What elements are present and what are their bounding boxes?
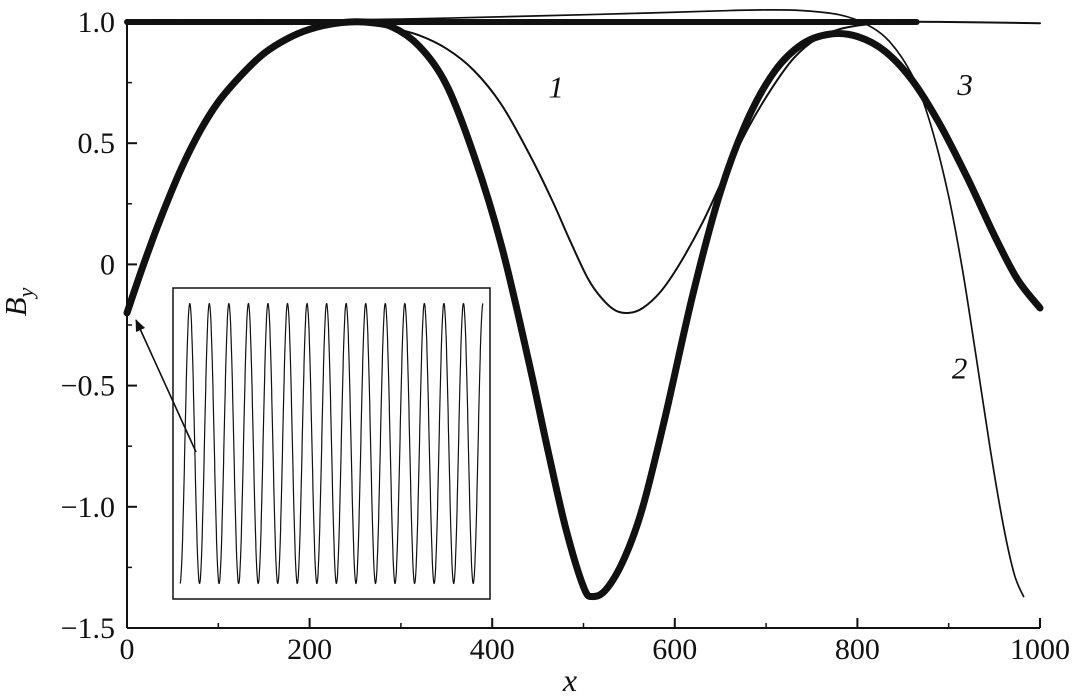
y-axis-label: By <box>0 270 38 334</box>
x-tick-label: 200 <box>287 633 332 666</box>
y-tick-label: −1.5 <box>61 612 115 645</box>
y-axis-label-base: B <box>0 297 33 317</box>
inset-pointer-arrow <box>135 319 197 453</box>
x-tick-label: 1000 <box>1010 633 1070 666</box>
y-tick-label: −1.0 <box>61 491 115 524</box>
oscillation-inset <box>179 302 484 585</box>
x-tick-label: 600 <box>652 633 697 666</box>
curve-3 <box>123 18 1044 601</box>
y-tick-label: 1.0 <box>78 6 116 39</box>
curve-label-1: 1 <box>548 69 564 104</box>
x-tick-label: 400 <box>470 633 515 666</box>
y-tick-label: −0.5 <box>61 370 115 403</box>
x-axis-label: x <box>562 662 578 698</box>
x-tick-label: 0 <box>120 633 135 666</box>
y-axis-label-subscript: y <box>13 287 39 298</box>
y-tick-label: 0.5 <box>78 127 116 160</box>
curve-label-3: 3 <box>956 67 973 102</box>
curve-2 <box>126 9 1025 598</box>
x-tick-label: 800 <box>835 633 880 666</box>
curve-label-2: 2 <box>952 351 968 386</box>
y-tick-label: 0 <box>100 248 115 281</box>
